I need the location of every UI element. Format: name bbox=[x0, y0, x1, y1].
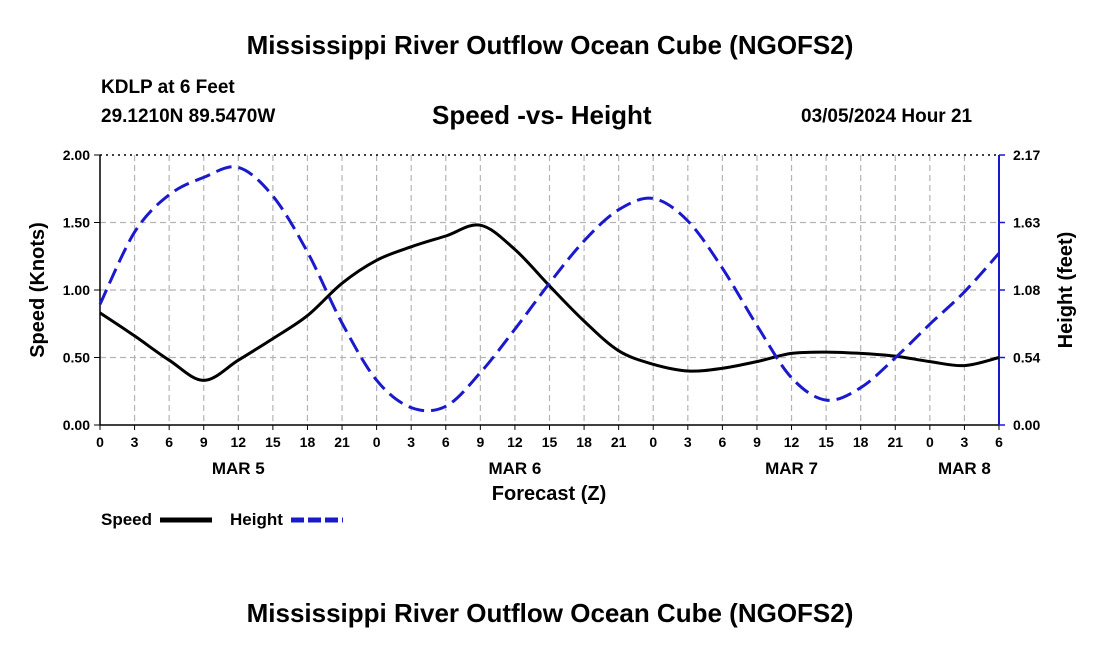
footer-title: Mississippi River Outflow Ocean Cube (NG… bbox=[246, 598, 854, 628]
y-tick-label-left: 1.50 bbox=[63, 215, 90, 231]
x-tick-label: 6 bbox=[442, 434, 450, 450]
tick-labels: 0 3 6 9 12 15 18 21 0 3 6 9 12 15 18 21 0 3 6 9 12 15 18 21 0 3 60… bbox=[63, 147, 1041, 478]
speed-series-line bbox=[99, 223, 1000, 382]
x-tick-label: 12 bbox=[507, 434, 523, 450]
x-tick-label: 9 bbox=[753, 434, 761, 450]
legend-speed-label: Speed bbox=[101, 510, 152, 529]
chart-title: Mississippi River Outflow Ocean Cube (NG… bbox=[246, 30, 854, 60]
x-tick-label: 21 bbox=[887, 434, 903, 450]
x-tick-label: 15 bbox=[265, 434, 281, 450]
day-label: MAR 5 bbox=[212, 459, 265, 478]
day-label: MAR 7 bbox=[765, 459, 818, 478]
station-coordinates: 29.1210N 89.5470W bbox=[101, 106, 276, 127]
height-series-line bbox=[98, 165, 1001, 413]
x-tick-label: 3 bbox=[961, 434, 969, 450]
x-tick-label: 21 bbox=[334, 434, 350, 450]
x-tick-label: 3 bbox=[407, 434, 415, 450]
y-tick-label-right: 0.00 bbox=[1013, 417, 1040, 433]
x-axis-title: Forecast (Z) bbox=[492, 483, 606, 505]
x-tick-label: 15 bbox=[542, 434, 558, 450]
y-axis-title-right: Height (feet) bbox=[1055, 232, 1077, 349]
legend: Speed Height bbox=[101, 510, 343, 529]
y-tick-label-right: 1.63 bbox=[1013, 215, 1040, 231]
legend-height-label: Height bbox=[230, 510, 283, 529]
x-tick-label: 0 bbox=[96, 434, 104, 450]
forecast-datetime: 03/05/2024 Hour 21 bbox=[801, 106, 973, 127]
y-tick-label-right: 1.08 bbox=[1013, 282, 1040, 298]
axes bbox=[94, 154, 1005, 430]
x-tick-label: 3 bbox=[131, 434, 139, 450]
y-tick-label-right: 0.54 bbox=[1013, 350, 1040, 366]
chart-subtitle: Speed -vs- Height bbox=[432, 100, 652, 130]
y-tick-label-left: 1.00 bbox=[63, 282, 90, 298]
x-tick-label: 0 bbox=[926, 434, 934, 450]
station-label: KDLP at 6 Feet bbox=[101, 77, 235, 98]
x-tick-label: 12 bbox=[231, 434, 247, 450]
x-tick-label: 0 bbox=[373, 434, 381, 450]
x-tick-label: 18 bbox=[300, 434, 316, 450]
x-tick-label: 18 bbox=[576, 434, 592, 450]
day-label: MAR 6 bbox=[488, 459, 541, 478]
day-label: MAR 8 bbox=[938, 459, 991, 478]
x-tick-label: 6 bbox=[165, 434, 173, 450]
x-tick-label: 21 bbox=[611, 434, 627, 450]
x-tick-label: 3 bbox=[684, 434, 692, 450]
y-tick-label-left: 2.00 bbox=[63, 147, 90, 163]
x-tick-label: 6 bbox=[718, 434, 726, 450]
y-axis-title-left: Speed (Knots) bbox=[27, 222, 49, 358]
x-tick-label: 9 bbox=[476, 434, 484, 450]
series bbox=[98, 165, 1001, 413]
x-tick-label: 18 bbox=[853, 434, 869, 450]
y-tick-label-right: 2.17 bbox=[1013, 147, 1040, 163]
x-tick-label: 12 bbox=[784, 434, 800, 450]
x-tick-label: 15 bbox=[818, 434, 834, 450]
x-tick-label: 0 bbox=[649, 434, 657, 450]
x-tick-label: 6 bbox=[995, 434, 1003, 450]
y-tick-label-left: 0.50 bbox=[63, 350, 90, 366]
x-tick-label: 9 bbox=[200, 434, 208, 450]
y-tick-label-left: 0.00 bbox=[63, 417, 90, 433]
